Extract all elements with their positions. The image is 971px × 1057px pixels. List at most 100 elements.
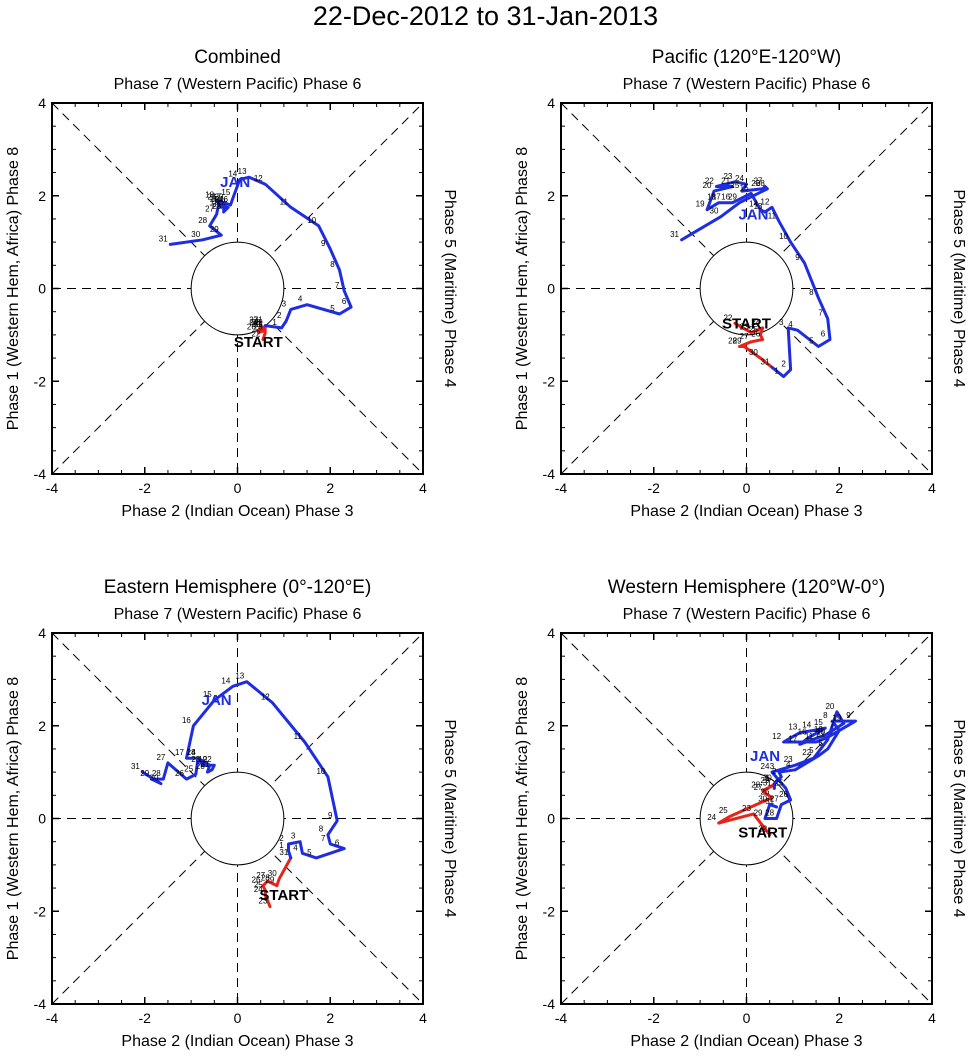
day-label: 20 (214, 193, 223, 202)
x-tick-label: 2 (326, 480, 334, 496)
unit-circle (190, 241, 285, 336)
day-label: 25 (749, 325, 758, 334)
day-label: 1 (774, 367, 779, 376)
day-label: 24 (707, 813, 716, 822)
series-line-december (261, 856, 293, 909)
axis-label-left: Phase 1 (Western Hem, Africa) Phase 8 (514, 147, 531, 430)
day-label: 9 (328, 811, 333, 820)
day-label: 28 (751, 781, 760, 790)
day-label: 18 (205, 190, 214, 199)
y-tick-label: 4 (38, 95, 46, 111)
day-label: 20 (825, 702, 834, 711)
day-label: 14 (228, 170, 237, 179)
day-label: 19 (832, 713, 841, 722)
day-label: 3 (282, 299, 287, 308)
y-tick-label: -4 (543, 996, 556, 1012)
day-label: 26 (779, 790, 788, 799)
y-tick-label: -2 (543, 373, 556, 389)
y-tick-label: 0 (547, 811, 555, 827)
day-label: 1 (272, 318, 277, 327)
axis-label-right: Phase 5 (Maritime) Phase 4 (950, 189, 967, 387)
day-label: 8 (330, 260, 335, 269)
day-label: 5 (330, 304, 335, 313)
y-tick-label: 4 (547, 625, 555, 641)
day-label: 30 (150, 774, 159, 783)
x-tick-label: -2 (139, 1010, 152, 1026)
day-label: 29 (210, 225, 219, 234)
start-label: START (722, 315, 771, 332)
series-line-january (680, 180, 832, 379)
x-tick-label: 4 (928, 1010, 936, 1026)
y-tick-label: 0 (38, 811, 46, 827)
axis-label-top: Phase 7 (Western Pacific) Phase 6 (623, 76, 871, 93)
day-label: 28 (728, 336, 737, 345)
jan-label: JAN (202, 692, 232, 709)
day-label: 22 (802, 748, 811, 757)
x-tick-label: 2 (326, 1010, 334, 1026)
panel-title: Pacific (120°E-120°W) (652, 47, 841, 68)
start-label: START (234, 334, 283, 351)
day-label: 22 (705, 176, 714, 185)
day-label: 27 (754, 783, 763, 792)
y-tick-label: 2 (547, 188, 555, 204)
day-label: 19 (198, 755, 207, 764)
day-label: 22 (217, 197, 226, 206)
day-label: 7 (830, 720, 835, 729)
day-label: 11 (805, 732, 814, 741)
day-label: 25 (210, 195, 219, 204)
day-label: 23 (254, 323, 263, 332)
day-label: 30 (763, 774, 772, 783)
day-label: 18 (814, 725, 823, 734)
day-label: 15 (203, 690, 212, 699)
day-label: 16 (182, 716, 191, 725)
day-label: 4 (293, 843, 298, 852)
day-label: 17 (212, 193, 221, 202)
x-tick-label: -4 (555, 480, 568, 496)
day-label: 16 (219, 195, 228, 204)
y-tick-label: -2 (543, 903, 556, 919)
axis-label-bottom: Phase 2 (Indian Ocean) Phase 3 (630, 1033, 862, 1050)
day-label: 15 (814, 718, 823, 727)
axis-label-right: Phase 5 (Maritime) Phase 4 (441, 719, 458, 917)
day-label: 27 (770, 795, 779, 804)
day-label: 27 (205, 204, 214, 213)
axis-label-bottom: Phase 2 (Indian Ocean) Phase 3 (121, 1033, 353, 1050)
day-label: 29 (265, 876, 274, 885)
day-label: 10 (779, 232, 788, 241)
day-label: 22 (758, 825, 767, 834)
day-label: 6 (342, 297, 347, 306)
day-label: 26 (751, 330, 760, 339)
x-tick-label: -4 (555, 1010, 568, 1026)
day-label: 25 (730, 181, 739, 190)
day-label: 19 (210, 197, 219, 206)
unit-circle (190, 771, 285, 866)
jan-label: JAN (750, 748, 780, 765)
y-tick-label: 0 (38, 281, 46, 297)
axis-label-right: Phase 5 (Maritime) Phase 4 (441, 189, 458, 387)
x-tick-label: -4 (46, 1010, 59, 1026)
day-label: 7 (321, 834, 326, 843)
day-label: 11 (280, 197, 289, 206)
x-tick-label: 4 (419, 480, 427, 496)
jan-label: JAN (220, 174, 250, 191)
x-tick-label: 4 (928, 480, 936, 496)
day-label: 26 (252, 876, 261, 885)
day-label: 3 (779, 318, 784, 327)
day-label: 12 (261, 693, 270, 702)
y-tick-label: -4 (543, 466, 556, 482)
day-label: 17 (175, 748, 184, 757)
day-label: 6 (335, 839, 340, 848)
day-label: 8 (809, 288, 814, 297)
day-label: 1 (279, 841, 284, 850)
axis-label-left: Phase 1 (Western Hem, Africa) Phase 8 (5, 677, 22, 960)
y-tick-label: 4 (547, 95, 555, 111)
day-label: 12 (772, 732, 781, 741)
y-tick-label: 2 (38, 188, 46, 204)
day-label: 26 (175, 769, 184, 778)
axis-label-bottom: Phase 2 (Indian Ocean) Phase 3 (121, 503, 353, 520)
axis-label-top: Phase 7 (Western Pacific) Phase 6 (114, 606, 362, 623)
day-label: 26 (207, 193, 216, 202)
day-label: 9 (795, 253, 800, 262)
day-label: 24 (761, 762, 770, 771)
